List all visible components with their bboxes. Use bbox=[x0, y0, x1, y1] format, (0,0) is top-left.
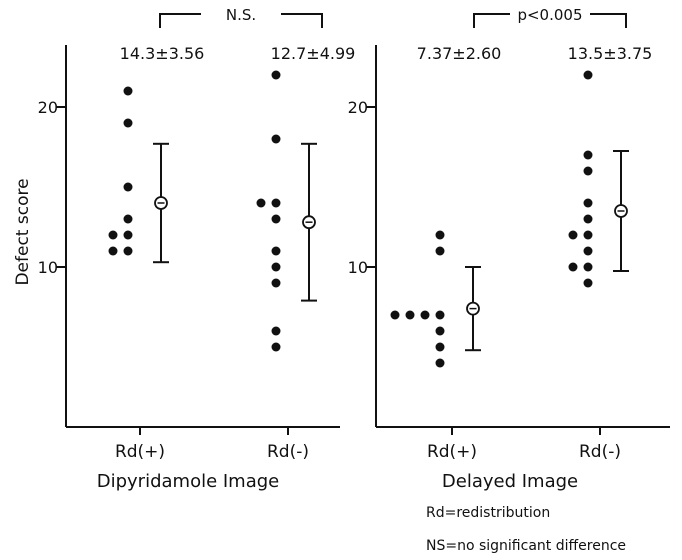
data-point bbox=[271, 70, 281, 80]
data-point bbox=[108, 246, 118, 256]
data-point bbox=[435, 310, 445, 320]
x-tick-label: Rd(-) bbox=[579, 442, 621, 462]
y-tick-label: 20 bbox=[38, 98, 58, 117]
data-point bbox=[405, 310, 415, 320]
data-point bbox=[256, 198, 266, 208]
data-point bbox=[583, 150, 593, 160]
x-tick-label: Rd(+) bbox=[427, 442, 477, 462]
data-point bbox=[435, 358, 445, 368]
significance-bracket-right bbox=[590, 13, 627, 28]
data-point bbox=[271, 326, 281, 336]
data-point bbox=[435, 230, 445, 240]
data-point bbox=[123, 230, 133, 240]
x-tick-label: Rd(+) bbox=[115, 442, 165, 462]
footnote-ns: NS=no significant difference bbox=[426, 538, 626, 554]
data-point bbox=[108, 230, 118, 240]
data-point bbox=[583, 230, 593, 240]
data-point bbox=[123, 246, 133, 256]
data-point bbox=[271, 134, 281, 144]
mean-sd-label: 12.7±4.99 bbox=[271, 44, 356, 63]
data-point bbox=[435, 342, 445, 352]
panel-title-delayed: Delayed Image bbox=[442, 471, 578, 492]
data-point bbox=[583, 70, 593, 80]
panel-title-dipyridamole: Dipyridamole Image bbox=[97, 471, 280, 492]
mean-sd-label: 7.37±2.60 bbox=[417, 44, 502, 63]
data-point bbox=[420, 310, 430, 320]
x-tick-label: Rd(-) bbox=[267, 442, 309, 462]
data-point bbox=[123, 214, 133, 224]
data-point bbox=[583, 278, 593, 288]
y-axis-label: Defect score bbox=[13, 178, 33, 285]
panel-delayed: 10 20 p<0.005 Rd(+) 7.37±2.60 Rd(-) 13.5±3.75 bbox=[348, 6, 670, 462]
data-point bbox=[123, 182, 133, 192]
data-point bbox=[390, 310, 400, 320]
significance-bracket-left bbox=[473, 13, 510, 28]
data-point bbox=[123, 118, 133, 128]
y-tick-label: 20 bbox=[348, 98, 368, 117]
significance-label: N.S. bbox=[226, 6, 256, 24]
data-point bbox=[583, 246, 593, 256]
significance-bracket-left bbox=[159, 13, 201, 28]
data-point bbox=[271, 198, 281, 208]
y-tick-label: 10 bbox=[38, 258, 58, 277]
mean-sd-label: 13.5±3.75 bbox=[568, 44, 653, 63]
data-point bbox=[271, 342, 281, 352]
data-point bbox=[583, 166, 593, 176]
significance-label: p<0.005 bbox=[517, 6, 582, 24]
data-point bbox=[435, 246, 445, 256]
data-point bbox=[568, 262, 578, 272]
significance-bracket-right bbox=[281, 13, 323, 28]
data-point bbox=[583, 198, 593, 208]
footnote-rd: Rd=redistribution bbox=[426, 505, 551, 521]
y-tick-label: 10 bbox=[348, 258, 368, 277]
data-point bbox=[583, 262, 593, 272]
data-point bbox=[583, 214, 593, 224]
data-point bbox=[123, 86, 133, 96]
panel-dipyridamole: 10 20 N.S. Rd(+) 14.3±3.56 Rd(-) 12.7±4.99 bbox=[38, 6, 356, 462]
mean-sd-label: 14.3±3.56 bbox=[120, 44, 205, 63]
data-point bbox=[271, 214, 281, 224]
data-point bbox=[435, 326, 445, 336]
data-point bbox=[271, 262, 281, 272]
data-point bbox=[271, 278, 281, 288]
data-point bbox=[568, 230, 578, 240]
data-point bbox=[271, 246, 281, 256]
